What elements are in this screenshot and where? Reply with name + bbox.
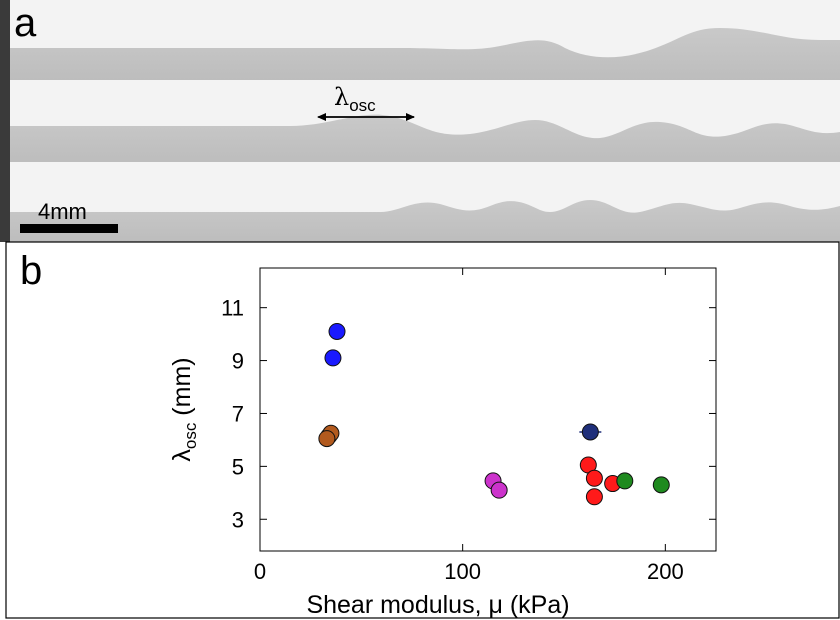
scatter-chart: 0 100 200 3 5 7 9 11 Shear modulus, μ (kPa) λosc … xyxy=(168,267,717,619)
data-point xyxy=(616,472,634,490)
y-axis-title: λosc (mm) xyxy=(168,357,200,461)
y-axis-title-subscript: osc xyxy=(181,422,200,449)
wavelength-annotation: λosc xyxy=(317,83,415,121)
y-axis-title-unit: (mm) xyxy=(168,357,196,422)
x-axis-title: Shear modulus, μ (kPa) xyxy=(306,591,569,619)
data-point xyxy=(324,349,342,367)
data-point xyxy=(652,476,670,494)
y-tick-label: 3 xyxy=(232,507,244,532)
data-point xyxy=(585,469,603,487)
y-tick-label: 7 xyxy=(232,401,244,426)
x-tick-label: 0 xyxy=(254,559,266,584)
data-point xyxy=(328,322,346,340)
x-tick-label: 200 xyxy=(647,559,684,584)
x-tick-label: 100 xyxy=(444,559,481,584)
scale-bar-line xyxy=(20,224,118,233)
panel-b-label: b xyxy=(20,249,42,293)
data-point xyxy=(581,423,599,441)
panel-a-photo xyxy=(0,0,840,242)
wavelength-label: λosc xyxy=(334,83,376,115)
data-point xyxy=(490,481,508,499)
y-tick-label: 11 xyxy=(221,296,244,321)
scale-bar: 4mm xyxy=(20,199,118,233)
y-axis-title-symbol: λ xyxy=(168,449,196,462)
data-point xyxy=(585,488,603,506)
scale-bar-label: 4mm xyxy=(38,199,87,224)
wavelength-subscript: osc xyxy=(349,96,376,115)
y-tick-label: 9 xyxy=(232,349,244,374)
wavelength-symbol: λ xyxy=(334,83,349,111)
data-point xyxy=(318,430,336,448)
panel-b-frame xyxy=(5,241,840,619)
photo-strip-3 xyxy=(10,200,840,242)
plot-area-frame xyxy=(259,267,717,552)
photo-strip-1 xyxy=(10,28,840,80)
y-tick-label: 5 xyxy=(232,454,244,479)
photo-strip-2 xyxy=(10,114,840,162)
panel-a-label: a xyxy=(14,1,37,45)
